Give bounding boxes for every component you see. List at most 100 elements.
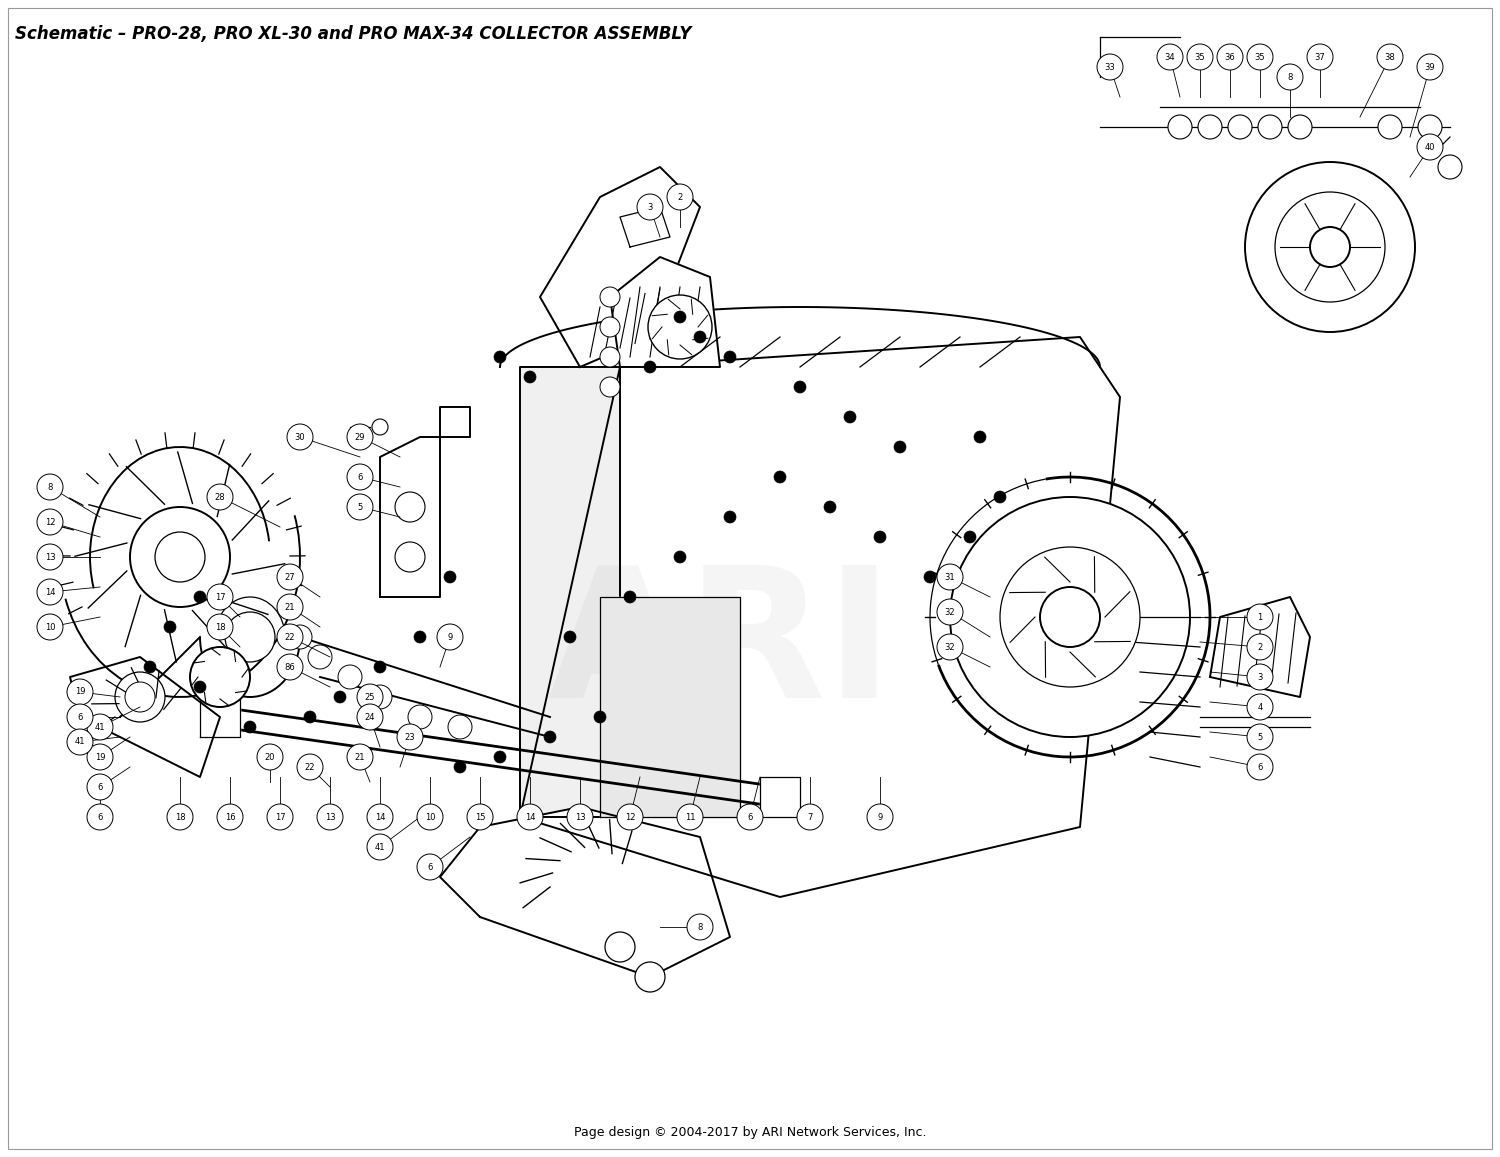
- Polygon shape: [620, 207, 670, 246]
- Text: 20: 20: [264, 752, 276, 761]
- Text: 8: 8: [48, 482, 52, 492]
- Circle shape: [372, 419, 388, 435]
- Circle shape: [38, 474, 63, 500]
- Circle shape: [1310, 227, 1350, 267]
- Circle shape: [368, 804, 393, 830]
- Text: 40: 40: [1425, 142, 1436, 152]
- Text: 14: 14: [45, 588, 56, 597]
- Circle shape: [1246, 724, 1274, 750]
- Text: 19: 19: [75, 687, 86, 697]
- Circle shape: [1246, 694, 1274, 720]
- Circle shape: [668, 184, 693, 211]
- Text: ARI: ARI: [548, 560, 892, 736]
- Text: 13: 13: [45, 553, 56, 561]
- Text: 6: 6: [747, 812, 753, 821]
- Circle shape: [286, 423, 314, 450]
- Circle shape: [334, 691, 346, 703]
- Circle shape: [796, 804, 824, 830]
- Circle shape: [600, 377, 619, 397]
- Circle shape: [166, 804, 194, 830]
- Circle shape: [938, 634, 963, 659]
- Polygon shape: [70, 657, 220, 778]
- Circle shape: [600, 317, 619, 337]
- Circle shape: [1418, 54, 1443, 80]
- Circle shape: [38, 544, 63, 570]
- Circle shape: [124, 681, 154, 712]
- Circle shape: [724, 351, 736, 363]
- Text: 5: 5: [1257, 732, 1263, 742]
- Text: 27: 27: [285, 573, 296, 582]
- Text: 22: 22: [285, 633, 296, 641]
- Circle shape: [938, 599, 963, 625]
- Circle shape: [194, 591, 206, 603]
- Circle shape: [444, 572, 456, 583]
- Circle shape: [217, 804, 243, 830]
- Text: 36: 36: [1224, 52, 1236, 61]
- Circle shape: [974, 432, 986, 443]
- Circle shape: [1228, 115, 1252, 139]
- Text: 12: 12: [624, 812, 636, 821]
- Text: 6: 6: [98, 812, 102, 821]
- Circle shape: [417, 854, 442, 880]
- Circle shape: [1418, 115, 1442, 139]
- Circle shape: [687, 914, 712, 939]
- Text: 10: 10: [45, 622, 56, 632]
- Circle shape: [844, 411, 856, 423]
- Circle shape: [68, 679, 93, 705]
- Text: 37: 37: [1314, 52, 1326, 61]
- Polygon shape: [760, 778, 800, 817]
- Circle shape: [368, 834, 393, 860]
- Circle shape: [1246, 664, 1274, 690]
- Circle shape: [1186, 44, 1214, 71]
- Circle shape: [1306, 44, 1334, 71]
- Circle shape: [338, 665, 362, 690]
- Text: 9: 9: [447, 633, 453, 641]
- Circle shape: [1288, 115, 1312, 139]
- Circle shape: [408, 705, 432, 729]
- Text: 1: 1: [1257, 612, 1263, 621]
- Text: 5: 5: [357, 502, 363, 511]
- Circle shape: [466, 804, 494, 830]
- Circle shape: [38, 578, 63, 605]
- Circle shape: [1246, 44, 1274, 71]
- Polygon shape: [440, 806, 730, 977]
- Circle shape: [867, 804, 892, 830]
- Circle shape: [1040, 587, 1100, 647]
- Polygon shape: [520, 337, 1120, 897]
- Circle shape: [346, 494, 374, 519]
- Circle shape: [604, 933, 634, 961]
- Text: 34: 34: [1164, 52, 1176, 61]
- Polygon shape: [1210, 597, 1310, 697]
- Circle shape: [624, 591, 636, 603]
- Circle shape: [494, 351, 506, 363]
- Circle shape: [1275, 192, 1384, 302]
- Text: 35: 35: [1194, 52, 1206, 61]
- Text: 6: 6: [1257, 762, 1263, 772]
- Circle shape: [724, 511, 736, 523]
- Circle shape: [964, 531, 976, 543]
- Circle shape: [346, 744, 374, 771]
- Text: 13: 13: [324, 812, 336, 821]
- Text: 8: 8: [1287, 73, 1293, 81]
- Circle shape: [316, 804, 344, 830]
- Circle shape: [38, 614, 63, 640]
- Circle shape: [207, 614, 232, 640]
- Text: 13: 13: [574, 812, 585, 821]
- Text: 35: 35: [1254, 52, 1266, 61]
- Circle shape: [278, 624, 303, 650]
- Text: 14: 14: [525, 812, 536, 821]
- Circle shape: [600, 347, 619, 367]
- Text: 86: 86: [285, 663, 296, 671]
- Circle shape: [1246, 604, 1274, 631]
- Text: 41: 41: [75, 737, 86, 746]
- Circle shape: [567, 804, 592, 830]
- Circle shape: [346, 464, 374, 491]
- Text: 4: 4: [1257, 702, 1263, 712]
- Circle shape: [1438, 155, 1462, 179]
- Text: 8: 8: [698, 922, 702, 931]
- Text: 41: 41: [94, 722, 105, 731]
- Circle shape: [644, 361, 656, 373]
- Text: 19: 19: [94, 752, 105, 761]
- Circle shape: [304, 712, 316, 723]
- Circle shape: [594, 712, 606, 723]
